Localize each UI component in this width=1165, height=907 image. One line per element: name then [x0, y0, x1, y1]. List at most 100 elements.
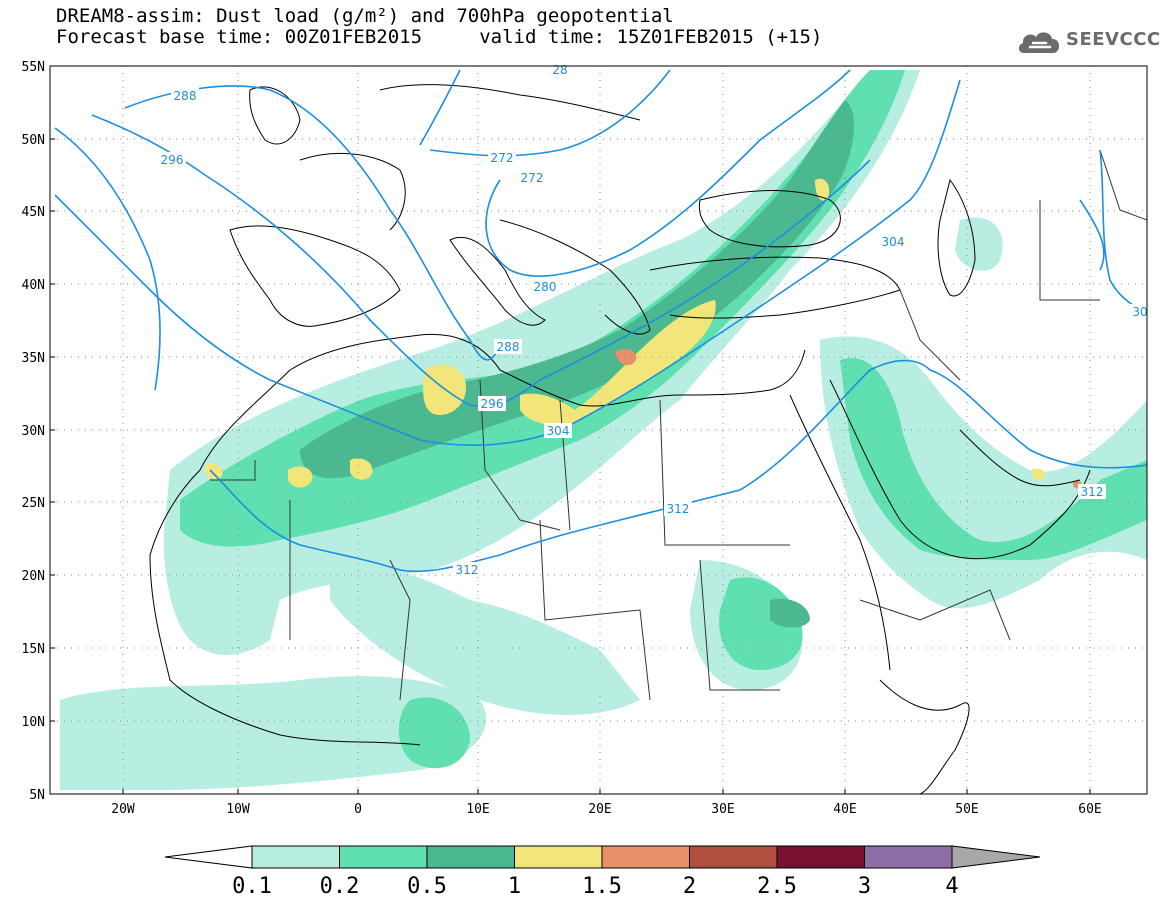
colorbar-under-triangle: [164, 845, 253, 869]
contour-label-bg: [453, 562, 481, 577]
dust-region: [815, 178, 830, 201]
lon-tick-label: 10W: [226, 802, 250, 817]
dust-region: [1031, 468, 1046, 480]
contour-label: 288: [174, 89, 197, 103]
contour-label-bg: [478, 396, 506, 411]
map-title: DREAM8-assim: Dust load (g/m²) and 700hP…: [56, 5, 674, 27]
lat-tick-label: 35N: [22, 351, 45, 366]
contour-label-bg: [171, 88, 199, 103]
contour-296b: [54, 127, 161, 391]
contour-label-bg: [664, 501, 692, 516]
map-subtitle: Forecast base time: 00Z01FEB2015 valid t…: [56, 26, 823, 48]
contour-300: [1099, 149, 1147, 313]
dust-region: [770, 598, 810, 628]
dust-region: [350, 458, 373, 480]
lat-tick-label: 15N: [22, 642, 45, 657]
lat-tick-label: 40N: [22, 278, 45, 293]
contour-288: [124, 85, 501, 361]
lon-tick-label: 30E: [711, 802, 734, 817]
colorbar-over-triangle: [951, 845, 1041, 869]
colorbar-tick-label: 0.5: [407, 874, 447, 899]
dust-region: [288, 466, 313, 488]
lon-tick-label: 0: [354, 802, 362, 817]
contour-labels: 288 296 272 272 280 288 296 304 304 312 312 312 30 28: [158, 62, 1150, 577]
coastlines: [149, 84, 1147, 794]
colorbar-segment: [339, 845, 428, 869]
contour-label: 30: [1132, 305, 1147, 319]
colorbar-segment: [776, 845, 865, 869]
contour-304: [54, 79, 961, 446]
contour-label: 28: [552, 63, 567, 77]
contour-label: 312: [1081, 485, 1104, 499]
latitude-axis: 55N 50N 45N 40N 35N 30N 25N 20N 15N 10N 5N: [22, 60, 55, 803]
lat-tick-label: 25N: [22, 496, 45, 511]
dust-region: [398, 697, 470, 769]
dust-region: [615, 349, 637, 366]
contour-label: 296: [481, 397, 504, 411]
contour-label: 280: [534, 280, 557, 294]
contour-label-bg: [488, 150, 516, 165]
colorbar-segment: [864, 845, 953, 869]
dust-region: [330, 560, 640, 715]
contour-label: 312: [456, 563, 479, 577]
colorbar-segment: [601, 845, 690, 869]
seevccc-logo: SEEVCCC: [1016, 25, 1160, 59]
lat-tick-label: 10N: [22, 715, 45, 730]
contour-label: 272: [491, 151, 514, 165]
lon-tick-label: 10E: [466, 802, 489, 817]
dust-region: [300, 100, 855, 479]
cloud-icon: [1018, 32, 1060, 53]
lon-tick-label: 60E: [1078, 802, 1101, 817]
contour-296: [91, 114, 871, 407]
lat-tick-label: 45N: [22, 205, 45, 220]
contour-label: 312: [667, 502, 690, 516]
lat-tick-label: 50N: [22, 133, 45, 148]
graticule: [50, 66, 1147, 794]
contour-extra: [1079, 199, 1105, 271]
contour-280: [485, 69, 851, 277]
colorbar-tick-label: 2.5: [757, 874, 797, 899]
contour-272a: [419, 69, 461, 146]
colorbar-tick-label: 1: [508, 874, 521, 899]
lat-tick-label: 5N: [29, 788, 45, 803]
contour-272b: [429, 69, 671, 157]
contour-label-bg: [518, 170, 546, 185]
colorbar-tick-label: 1.5: [582, 874, 622, 899]
geopotential-contours: [54, 69, 1147, 573]
contour-label: 272: [521, 171, 544, 185]
lat-tick-label: 55N: [22, 60, 45, 75]
lon-tick-label: 40E: [833, 802, 856, 817]
contour-label-bg: [1078, 484, 1106, 499]
lat-tick-label: 30N: [22, 424, 45, 439]
colorbar: 0.1 0.2 0.5 1 1.5 2 2.5 3 4: [164, 845, 1041, 899]
contour-label: 304: [882, 235, 905, 249]
colorbar-segment: [689, 845, 778, 869]
colorbar-segment: [251, 845, 340, 869]
lon-tick-label: 20E: [588, 802, 611, 817]
logo-text: SEEVCCC: [1066, 29, 1161, 50]
colorbar-tick-label: 4: [945, 874, 958, 899]
dust-region: [520, 300, 716, 426]
longitude-axis: 20W 10W 0 10E 20E 30E 40E 50E 60E: [111, 789, 1102, 817]
contour-label-bg: [544, 423, 572, 438]
contour-label: 296: [161, 153, 184, 167]
contour-label: 288: [497, 340, 520, 354]
contour-label-bg: [531, 279, 559, 294]
contour-label-bg: [1130, 304, 1150, 319]
contour-label: 304: [547, 424, 570, 438]
colorbar-segment: [426, 845, 515, 869]
dust-region: [205, 463, 223, 480]
contour-label-bg: [158, 152, 186, 167]
lon-tick-label: 50E: [955, 802, 978, 817]
colorbar-tick-label: 0.1: [232, 874, 272, 899]
colorbar-tick-label: 3: [858, 874, 871, 899]
lon-tick-label: 20W: [111, 802, 135, 817]
contour-label-bg: [879, 234, 907, 249]
colorbar-tick-label: 0.2: [320, 874, 360, 899]
dust-region: [955, 217, 1003, 271]
lat-tick-label: 20N: [22, 569, 45, 584]
colorbar-segment: [514, 845, 603, 869]
colorbar-tick-label: 2: [683, 874, 696, 899]
dust-load-field: [60, 70, 1147, 790]
